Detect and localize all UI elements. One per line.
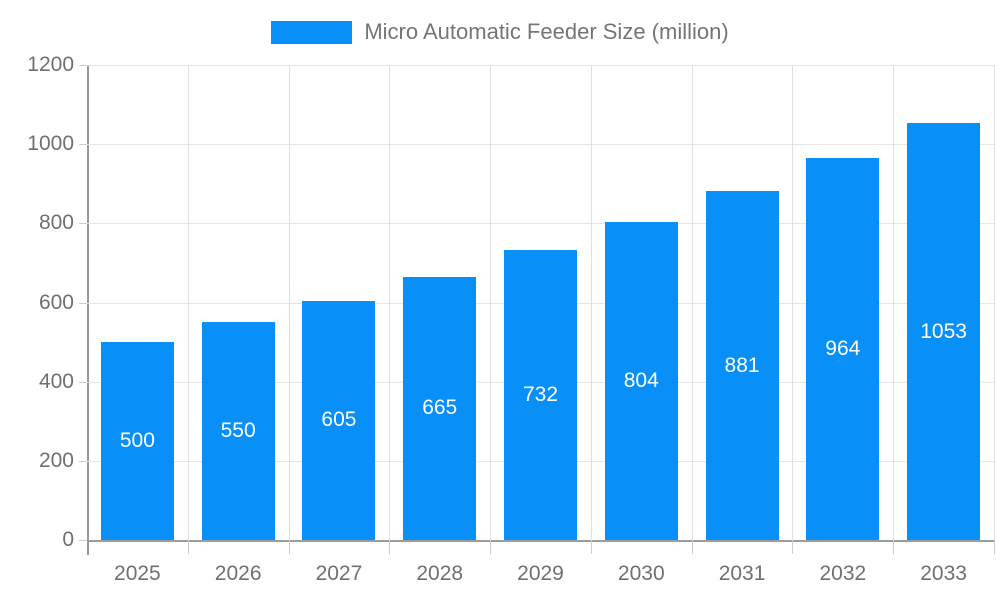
x-axis-tick — [691, 540, 693, 554]
x-axis-tick — [389, 540, 391, 554]
x-axis-tick — [893, 540, 895, 554]
y-tick-label: 400 — [38, 369, 74, 393]
legend-swatch — [271, 20, 353, 44]
y-axis-tick — [79, 381, 87, 383]
horizontal-gridline — [87, 65, 994, 66]
bar-value-label: 605 — [321, 408, 357, 432]
bar-value-label: 732 — [522, 383, 559, 407]
x-tick-label: 2030 — [617, 562, 665, 585]
bar-value-label: 964 — [825, 337, 861, 361]
x-tick-label: 2031 — [718, 562, 766, 585]
bar-value-label: 550 — [220, 419, 256, 443]
x-axis-tick — [994, 540, 995, 554]
bar: 550 — [201, 322, 275, 540]
x-axis-tick — [590, 540, 592, 554]
bar: 732 — [504, 250, 577, 540]
bar-value-label: 1053 — [920, 319, 967, 343]
y-tick-label: 1200 — [27, 53, 74, 76]
x-tick-label: 2025 — [114, 562, 161, 585]
vertical-gridline — [490, 65, 492, 540]
x-axis-tick — [490, 540, 492, 554]
x-axis-line — [87, 540, 994, 542]
x-tick-label: 2032 — [819, 562, 867, 585]
y-axis-line — [87, 65, 89, 555]
bar: 1053 — [907, 123, 981, 540]
vertical-gridline — [994, 65, 995, 540]
legend: Micro Automatic Feeder Size (million) — [0, 17, 1000, 47]
bar-value-label: 500 — [119, 429, 155, 453]
legend-label: Micro Automatic Feeder Size (million) — [364, 19, 729, 44]
vertical-gridline — [590, 65, 592, 540]
vertical-gridline — [893, 65, 895, 540]
y-axis-tick — [79, 223, 87, 225]
bar: 964 — [806, 158, 880, 540]
vertical-gridline — [792, 65, 794, 540]
x-tick-label: 2029 — [517, 562, 564, 585]
vertical-gridline — [288, 65, 290, 540]
y-axis-tick — [79, 460, 87, 462]
bar-value-label: 665 — [422, 396, 458, 420]
vertical-gridline — [187, 65, 189, 540]
y-tick-label: 600 — [38, 290, 74, 314]
bar: 881 — [705, 191, 779, 540]
bar: 605 — [302, 300, 376, 540]
y-axis-tick — [79, 65, 87, 66]
vertical-gridline — [691, 65, 693, 540]
bar-value-label: 881 — [724, 353, 760, 377]
x-tick-label: 2026 — [214, 562, 262, 585]
y-axis-tick — [79, 540, 87, 541]
y-axis-tick — [79, 144, 87, 146]
x-tick-label: 2033 — [920, 562, 967, 585]
x-axis-tick — [288, 540, 290, 554]
y-axis-tick — [79, 302, 87, 304]
bar-value-label: 804 — [623, 368, 659, 392]
y-tick-label: 1000 — [27, 132, 74, 156]
bar: 665 — [403, 276, 477, 540]
plot-area: 500 550 605 665 732 804 881 964 1053 — [87, 65, 995, 540]
horizontal-gridline — [87, 223, 994, 225]
y-tick-label: 800 — [38, 211, 74, 235]
x-axis-tick — [187, 540, 189, 554]
bar: 500 — [100, 342, 174, 540]
vertical-gridline — [389, 65, 391, 540]
bar: 804 — [604, 221, 678, 540]
x-tick-label: 2028 — [416, 562, 464, 585]
x-axis-tick — [792, 540, 794, 554]
y-tick-label: 0 — [62, 528, 74, 551]
y-tick-label: 200 — [38, 448, 74, 472]
horizontal-gridline — [87, 144, 994, 146]
x-tick-label: 2027 — [315, 562, 363, 585]
